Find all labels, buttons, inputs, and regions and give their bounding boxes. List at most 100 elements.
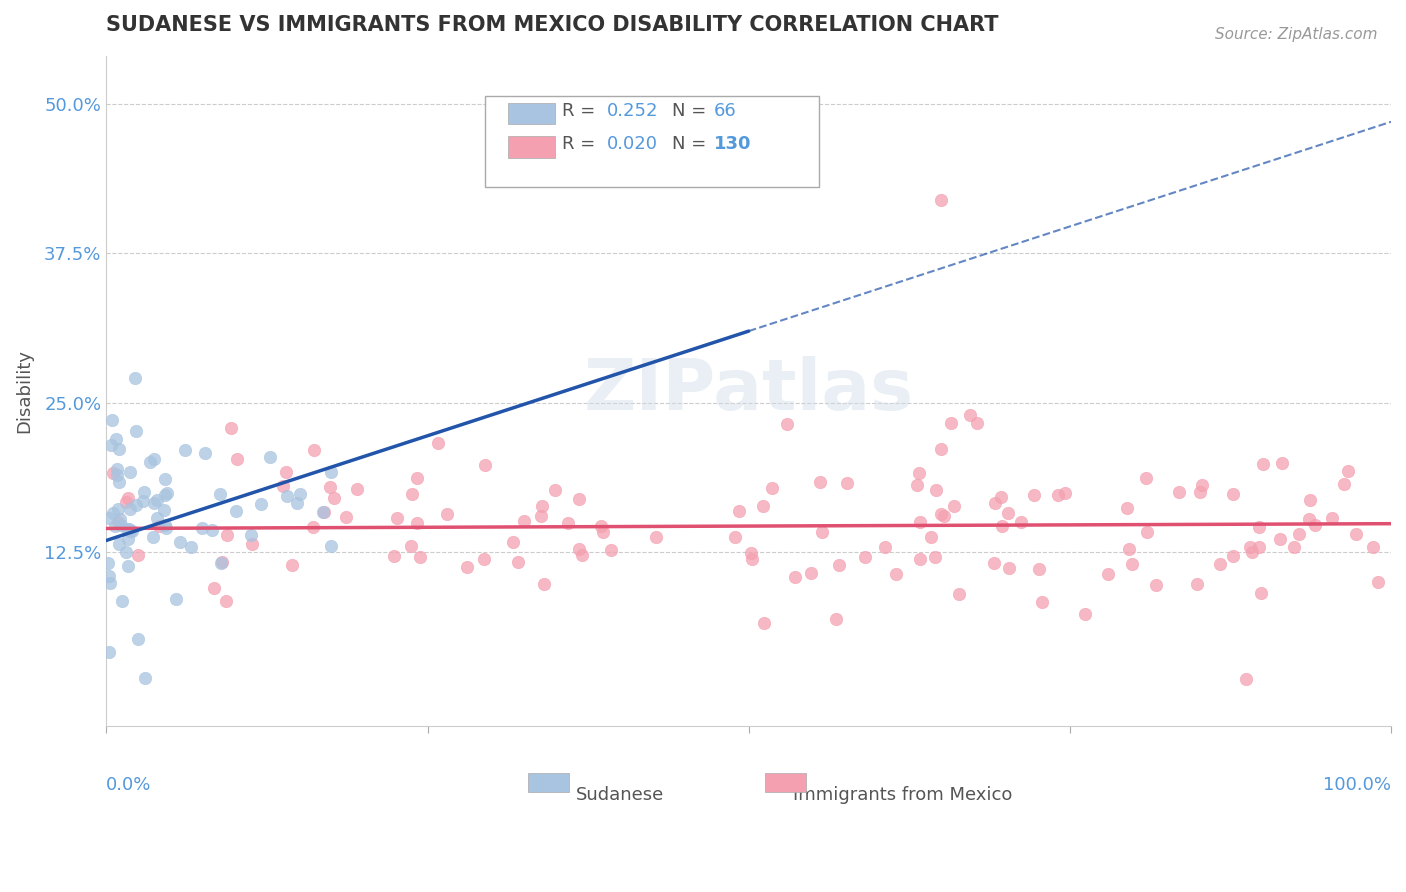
Point (1247, 520, 1270, 534)
Point (302, 442, 325, 457)
Point (302, 520, 325, 534)
Point (1191, 478, 1213, 492)
Point (401, 487, 423, 501)
Point (1361, 540, 1384, 554)
Point (740, 546, 762, 560)
Point (1367, 574, 1389, 589)
Point (127, 548, 149, 562)
Point (456, 559, 478, 574)
Point (530, 499, 553, 513)
FancyBboxPatch shape (509, 136, 555, 158)
Point (321, 465, 343, 479)
Point (110, 512, 132, 526)
Point (474, 458, 496, 472)
Text: 66: 66 (714, 102, 737, 120)
Point (143, 451, 166, 466)
FancyBboxPatch shape (509, 103, 555, 124)
Point (153, 503, 176, 517)
Point (131, 494, 153, 508)
Text: 130: 130 (714, 136, 751, 153)
Point (827, 558, 849, 572)
Point (1251, 457, 1274, 471)
Point (118, 524, 141, 538)
Point (966, 416, 988, 430)
Point (211, 555, 233, 569)
Point (117, 532, 139, 546)
Point (875, 540, 897, 554)
Point (110, 517, 132, 532)
Point (931, 193, 953, 207)
Point (939, 417, 962, 431)
Text: Sudanese: Sudanese (576, 786, 664, 804)
Point (761, 481, 783, 495)
Point (825, 612, 848, 626)
Point (1028, 562, 1050, 576)
Point (194, 446, 217, 460)
Y-axis label: Disability: Disability (15, 349, 32, 433)
Point (959, 408, 981, 422)
Point (146, 510, 169, 524)
Point (204, 581, 226, 595)
Point (1247, 541, 1270, 555)
Text: R =: R = (562, 136, 602, 153)
Point (115, 523, 138, 537)
Point (219, 421, 242, 435)
Point (1024, 488, 1046, 502)
Point (529, 508, 551, 523)
Point (406, 516, 429, 531)
Point (837, 475, 859, 490)
Point (783, 570, 806, 584)
Point (174, 443, 197, 458)
Point (728, 504, 751, 518)
Point (990, 490, 1012, 504)
Point (983, 556, 1005, 570)
Point (104, 519, 127, 533)
Point (399, 539, 422, 553)
Point (387, 511, 409, 525)
Point (1239, 540, 1261, 554)
Point (121, 524, 143, 538)
Point (101, 413, 124, 427)
Point (111, 594, 134, 608)
Point (208, 487, 231, 501)
Point (754, 615, 776, 630)
Point (943, 499, 966, 513)
Point (156, 486, 179, 500)
Point (271, 479, 294, 493)
Text: R =: R = (562, 102, 602, 120)
Point (907, 467, 929, 481)
Point (544, 483, 567, 497)
Point (100, 437, 122, 451)
Point (808, 475, 831, 489)
Point (1268, 533, 1291, 547)
Point (165, 592, 187, 607)
Point (1284, 540, 1306, 554)
Point (215, 593, 238, 607)
Point (1054, 486, 1077, 500)
Point (810, 524, 832, 539)
Point (1320, 511, 1343, 525)
Text: Immigrants from Mexico: Immigrants from Mexico (793, 786, 1012, 804)
Point (240, 528, 263, 542)
Point (125, 498, 148, 512)
Point (115, 495, 138, 509)
Point (1136, 524, 1159, 539)
FancyBboxPatch shape (485, 96, 820, 186)
Point (741, 552, 763, 566)
Point (1116, 500, 1139, 515)
Point (118, 465, 141, 479)
Point (180, 541, 202, 555)
Point (148, 519, 170, 533)
Point (209, 556, 232, 570)
Point (142, 530, 165, 544)
Point (1187, 576, 1209, 591)
Point (117, 558, 139, 573)
Point (908, 552, 931, 566)
Point (108, 475, 131, 489)
Point (288, 487, 311, 501)
Point (114, 544, 136, 558)
Point (335, 510, 357, 524)
Point (502, 534, 524, 549)
Point (1121, 557, 1143, 571)
Point (948, 587, 970, 601)
